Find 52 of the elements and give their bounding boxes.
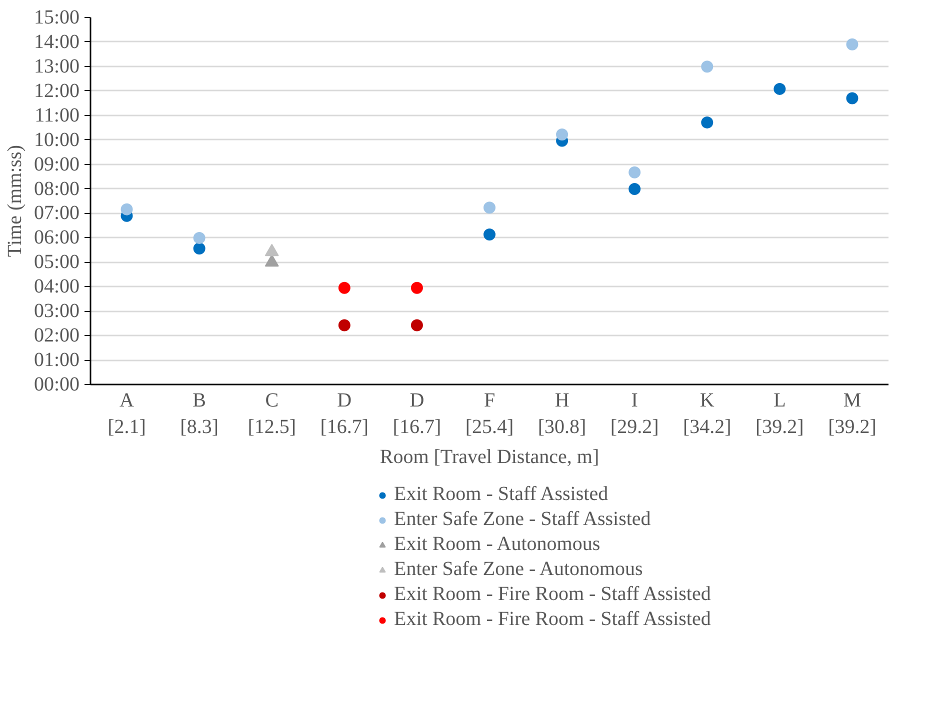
point (701, 60, 714, 73)
x-tick-label: D [16.7] (320, 390, 369, 438)
y-tick-label: 09:00 (34, 153, 80, 176)
x-tick-label: L [39.2] (756, 390, 804, 438)
y-tick-label: 13:00 (34, 55, 80, 78)
y-tick-label: 15:00 (34, 6, 80, 28)
x-tick-label: C [12.5] (248, 390, 296, 438)
x-tick-label: A [2.1] (108, 390, 146, 438)
point (120, 203, 133, 216)
y-tick-label: 06:00 (34, 226, 80, 249)
point (484, 202, 496, 214)
x-tick-label: D [16.7] (392, 390, 442, 438)
y-tick-label: 12:00 (34, 80, 80, 102)
y-tick-label: 02:00 (34, 324, 80, 347)
x-tick-label: B [8.3] (180, 390, 218, 438)
point (193, 232, 206, 244)
legend-label: Enter Safe Zone - Autonomous (394, 557, 643, 582)
point (338, 319, 350, 332)
x-tick-label: H [30.8] (538, 390, 586, 438)
y-tick-label: 08:00 (34, 178, 80, 200)
x-axis-title: Room [Travel Distance, m] (380, 446, 600, 468)
legend-label: Exit Room - Staff Assisted (394, 482, 608, 507)
y-tick-label: 03:00 (34, 300, 80, 322)
point (338, 282, 350, 294)
y-tick-label: 01:00 (34, 349, 80, 372)
point (846, 92, 858, 104)
y-axis-title: Time (mm:ss) (4, 144, 26, 258)
point (410, 282, 423, 294)
y-tick-label: 00:00 (34, 374, 80, 396)
x-tick-label: F [25.4] (465, 390, 514, 438)
point (484, 228, 496, 241)
point (628, 183, 641, 195)
legend-label: Exit Room - Autonomous (394, 532, 600, 557)
legend-label: Exit Room - Fire Room - Staff Assisted (394, 582, 711, 607)
point (774, 82, 786, 95)
legend-label: Enter Safe Zone - Staff Assisted (394, 507, 651, 532)
y-tick-label: 07:00 (34, 202, 80, 224)
point (701, 116, 714, 128)
point (410, 319, 423, 332)
y-tick-label: 04:00 (34, 276, 80, 298)
y-tick-label: 05:00 (34, 251, 80, 274)
y-tick-label: 11:00 (34, 104, 80, 126)
y-tick-label: 10:00 (34, 128, 80, 151)
point (628, 166, 641, 178)
y-tick-label: 14:00 (34, 30, 80, 53)
legend-label: Exit Room - Fire Room - Staff Assisted (394, 607, 711, 632)
point (193, 242, 206, 254)
x-tick-label: I [29.2] (610, 390, 659, 438)
x-tick-label: K [34.2] (682, 390, 732, 438)
point (556, 128, 568, 140)
x-tick-label: M [39.2] (828, 390, 876, 438)
point (846, 38, 858, 50)
